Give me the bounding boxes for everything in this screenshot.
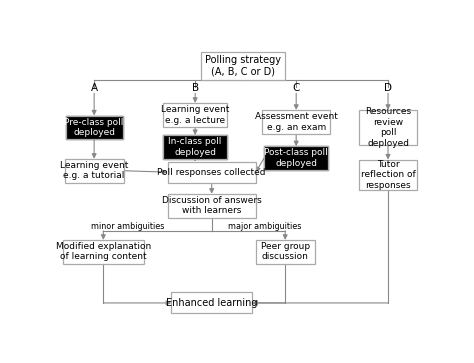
FancyBboxPatch shape — [262, 110, 330, 134]
Text: Discussion of answers
with learners: Discussion of answers with learners — [162, 196, 262, 215]
Text: major ambiguities: major ambiguities — [228, 222, 301, 231]
Text: Enhanced learning: Enhanced learning — [166, 298, 257, 308]
FancyBboxPatch shape — [256, 240, 315, 264]
Text: D: D — [384, 83, 392, 93]
Text: B: B — [191, 83, 199, 93]
Text: Modified explanation
of learning content: Modified explanation of learning content — [56, 242, 151, 261]
Text: minor ambiguities: minor ambiguities — [91, 222, 164, 231]
FancyBboxPatch shape — [163, 103, 228, 127]
FancyBboxPatch shape — [168, 162, 256, 183]
FancyBboxPatch shape — [264, 146, 328, 170]
Text: Resources
review
poll
deployed: Resources review poll deployed — [365, 107, 411, 147]
Text: Learning event
e.g. a lecture: Learning event e.g. a lecture — [161, 105, 229, 125]
FancyBboxPatch shape — [201, 52, 285, 80]
Text: Post-class poll
deployed: Post-class poll deployed — [264, 148, 328, 168]
FancyBboxPatch shape — [171, 293, 252, 313]
FancyBboxPatch shape — [66, 115, 123, 139]
Text: A: A — [91, 83, 98, 93]
Text: Polling strategy
(A, B, C or D): Polling strategy (A, B, C or D) — [205, 55, 281, 77]
FancyBboxPatch shape — [63, 240, 144, 264]
Text: Assessment event
e.g. an exam: Assessment event e.g. an exam — [255, 112, 337, 131]
Text: Tutor
reflection of
responses: Tutor reflection of responses — [361, 160, 415, 190]
Text: In-class poll
deployed: In-class poll deployed — [168, 137, 222, 157]
FancyBboxPatch shape — [359, 110, 418, 145]
FancyBboxPatch shape — [359, 160, 418, 190]
Text: Poll responses collected: Poll responses collected — [157, 168, 266, 177]
FancyBboxPatch shape — [163, 135, 228, 159]
FancyBboxPatch shape — [65, 159, 124, 183]
Text: Learning event
e.g. a tutorial: Learning event e.g. a tutorial — [60, 161, 128, 180]
Text: Pre-class poll
deployed: Pre-class poll deployed — [64, 118, 124, 137]
FancyBboxPatch shape — [168, 194, 256, 217]
Text: Peer group
discussion: Peer group discussion — [261, 242, 310, 261]
Text: C: C — [292, 83, 300, 93]
